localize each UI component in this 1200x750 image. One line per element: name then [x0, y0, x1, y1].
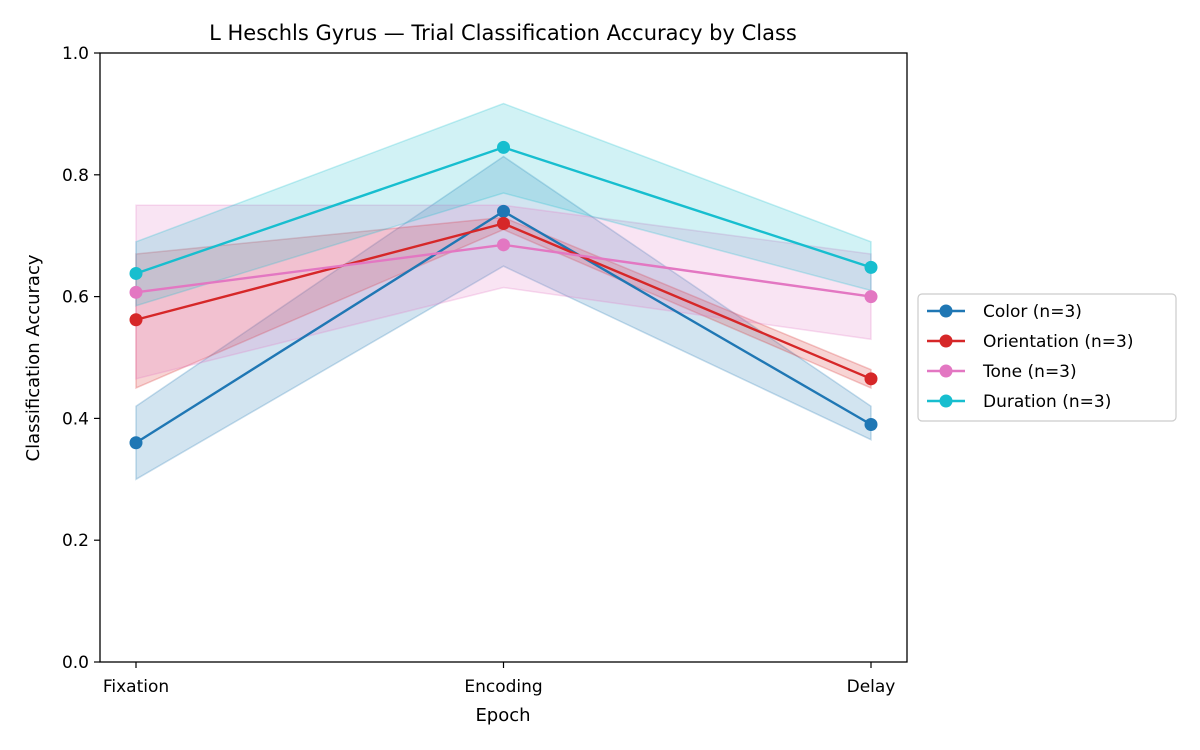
x-axis: Fixation Encoding Delay — [103, 662, 896, 697]
legend-marker-0 — [939, 304, 953, 318]
chart-title: L Heschls Gyrus — Trial Classification A… — [209, 21, 797, 45]
legend-box — [917, 293, 1177, 422]
data-point — [129, 313, 143, 327]
y-axis: 0.0 0.2 0.4 0.6 0.8 1.0 — [62, 44, 100, 673]
data-point — [497, 140, 510, 154]
legend-marker-2 — [939, 364, 953, 378]
data-point — [864, 372, 878, 386]
legend-label-2: Tone (n=3) — [982, 362, 1077, 382]
legend: Color (n=3) Orientation (n=3) Tone (n=3) Du… — [917, 293, 1177, 422]
legend-label-1: Orientation (n=3) — [983, 332, 1133, 352]
legend-marker-3 — [939, 394, 953, 408]
data-point — [497, 217, 510, 231]
x-axis-label: Epoch — [475, 705, 530, 726]
y-tick-label: 0.2 — [62, 531, 89, 551]
data-point — [129, 436, 143, 450]
y-tick-label: 0.8 — [62, 166, 89, 186]
x-tick-label: Encoding — [464, 677, 542, 697]
y-tick-label: 1.0 — [62, 44, 89, 64]
data-point — [864, 290, 878, 304]
data-point — [497, 238, 510, 252]
x-tick-label: Delay — [847, 677, 896, 697]
x-tick-label: Fixation — [103, 677, 169, 697]
legend-label-0: Color (n=3) — [983, 302, 1082, 322]
y-axis-label: Classification Accuracy — [23, 254, 44, 461]
series-points — [129, 140, 878, 450]
legend-marker-1 — [939, 334, 953, 348]
y-tick-label: 0.6 — [62, 288, 89, 308]
data-point — [129, 285, 143, 299]
data-point — [864, 417, 878, 431]
data-point — [129, 266, 143, 280]
data-point — [864, 260, 878, 274]
y-tick-label: 0.0 — [62, 653, 89, 673]
data-point — [497, 204, 510, 218]
y-tick-label: 0.4 — [62, 409, 89, 429]
legend-label-3: Duration (n=3) — [983, 392, 1111, 412]
